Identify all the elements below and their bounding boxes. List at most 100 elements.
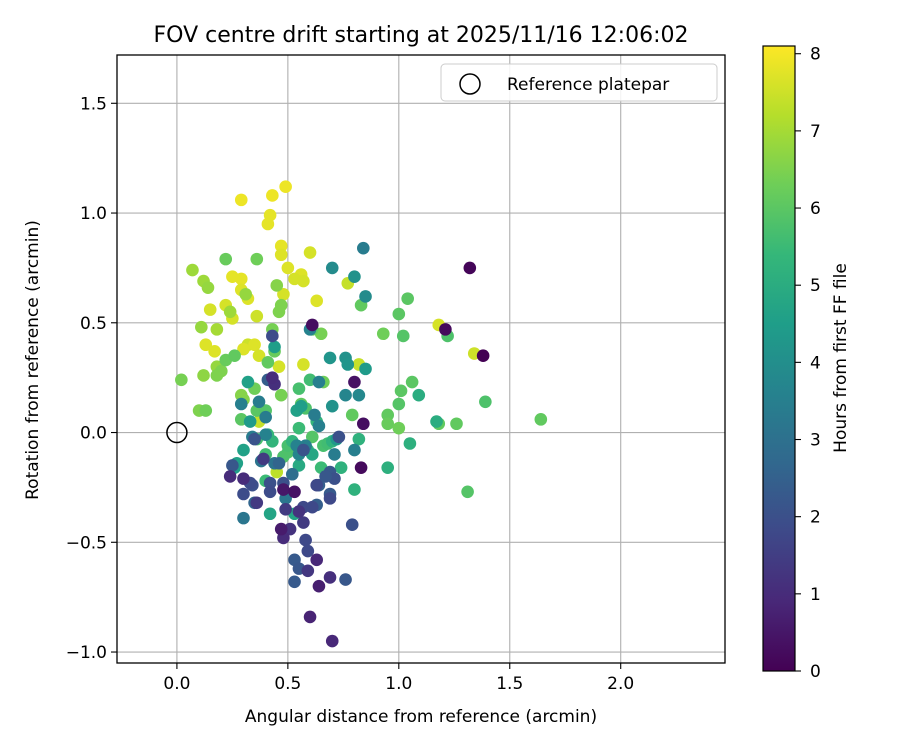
x-tick-label: 0.0 (163, 674, 190, 694)
colorbar-tick-label: 6 (810, 199, 821, 219)
data-point (450, 417, 463, 431)
data-point (463, 261, 477, 275)
data-point (461, 485, 474, 499)
colorbar-tick-label: 5 (810, 276, 821, 296)
data-point (381, 408, 395, 422)
y-tick-label: 1.5 (80, 94, 107, 114)
data-point (392, 421, 406, 435)
data-point (294, 399, 308, 413)
data-point (292, 382, 306, 395)
data-point (274, 388, 288, 402)
data-point (272, 456, 286, 470)
data-point (354, 461, 368, 474)
data-point (325, 261, 339, 275)
data-point (332, 430, 346, 444)
colorbar-gradient (762, 45, 796, 672)
data-point (339, 388, 352, 402)
data-point (376, 327, 390, 341)
data-point (266, 189, 279, 202)
data-point (243, 415, 257, 428)
data-point (357, 241, 370, 255)
colorbar-ticks: 0 1 2 3 4 5 6 7 8 (795, 45, 821, 682)
data-point (352, 388, 366, 402)
data-point (223, 470, 237, 483)
data-point (214, 364, 228, 378)
data-point (405, 375, 419, 389)
legend: Reference platepar (440, 63, 718, 102)
data-point (392, 397, 406, 411)
x-tick-label: 0.5 (274, 674, 301, 694)
data-point (381, 417, 395, 431)
data-point (476, 349, 490, 363)
data-point (186, 263, 199, 277)
data-point (266, 329, 279, 343)
colorbar-tick-label: 8 (810, 45, 821, 65)
data-point (210, 323, 224, 336)
data-point (272, 360, 286, 373)
data-point (303, 246, 317, 259)
data-point (228, 349, 241, 363)
data-point (305, 430, 319, 444)
data-point (263, 485, 277, 499)
data-point (259, 410, 272, 424)
data-point (310, 478, 324, 492)
data-point (348, 483, 361, 496)
data-point (223, 305, 237, 319)
data-point (334, 461, 348, 474)
data-point (199, 338, 213, 352)
data-point (319, 470, 332, 483)
data-point (250, 309, 264, 323)
x-axis-label: Angular distance from reference (arcmin) (245, 707, 597, 727)
data-point (345, 408, 359, 422)
data-point (312, 419, 326, 433)
data-point (310, 553, 324, 567)
colorbar-tick-label: 4 (810, 353, 821, 373)
data-point (359, 290, 372, 303)
data-point (357, 417, 370, 431)
data-point (292, 421, 306, 435)
x-tick-label: 1.5 (496, 674, 523, 694)
data-point (359, 362, 372, 376)
colorbar-tick-label: 3 (810, 431, 821, 451)
data-point (241, 375, 255, 389)
data-point (341, 358, 355, 371)
data-point (248, 432, 261, 446)
data-point (237, 487, 250, 501)
data-point (292, 459, 306, 472)
data-point (197, 369, 210, 382)
colorbar-tick-label: 1 (810, 585, 821, 605)
y-tick-label: −1.0 (66, 643, 107, 663)
data-point (403, 437, 417, 450)
data-point (325, 634, 339, 648)
data-point (345, 518, 359, 532)
grid-lines (117, 55, 725, 663)
data-point (263, 507, 277, 521)
data-point (239, 287, 253, 301)
data-point (237, 342, 250, 356)
scatter-series (175, 180, 548, 648)
data-point (208, 345, 221, 358)
data-point (261, 355, 275, 369)
data-point (266, 371, 279, 384)
data-point (237, 511, 250, 525)
data-point (234, 272, 248, 286)
data-point (348, 443, 361, 457)
data-point (301, 544, 315, 558)
data-point (412, 388, 426, 402)
y-tick-label: 0.0 (80, 424, 107, 444)
data-point (325, 399, 339, 413)
data-point (234, 397, 248, 411)
data-point (323, 492, 337, 505)
colorbar: 0 1 2 3 4 5 6 7 8 Hours from first FF file (762, 45, 851, 682)
data-point (257, 452, 270, 466)
data-point (237, 443, 250, 457)
data-point (201, 281, 215, 294)
data-point (272, 305, 286, 319)
data-point (292, 505, 306, 518)
x-tick-label: 1.0 (385, 674, 412, 694)
y-axis-label: Rotation from reference (arcmin) (23, 220, 43, 500)
data-point (252, 349, 266, 363)
